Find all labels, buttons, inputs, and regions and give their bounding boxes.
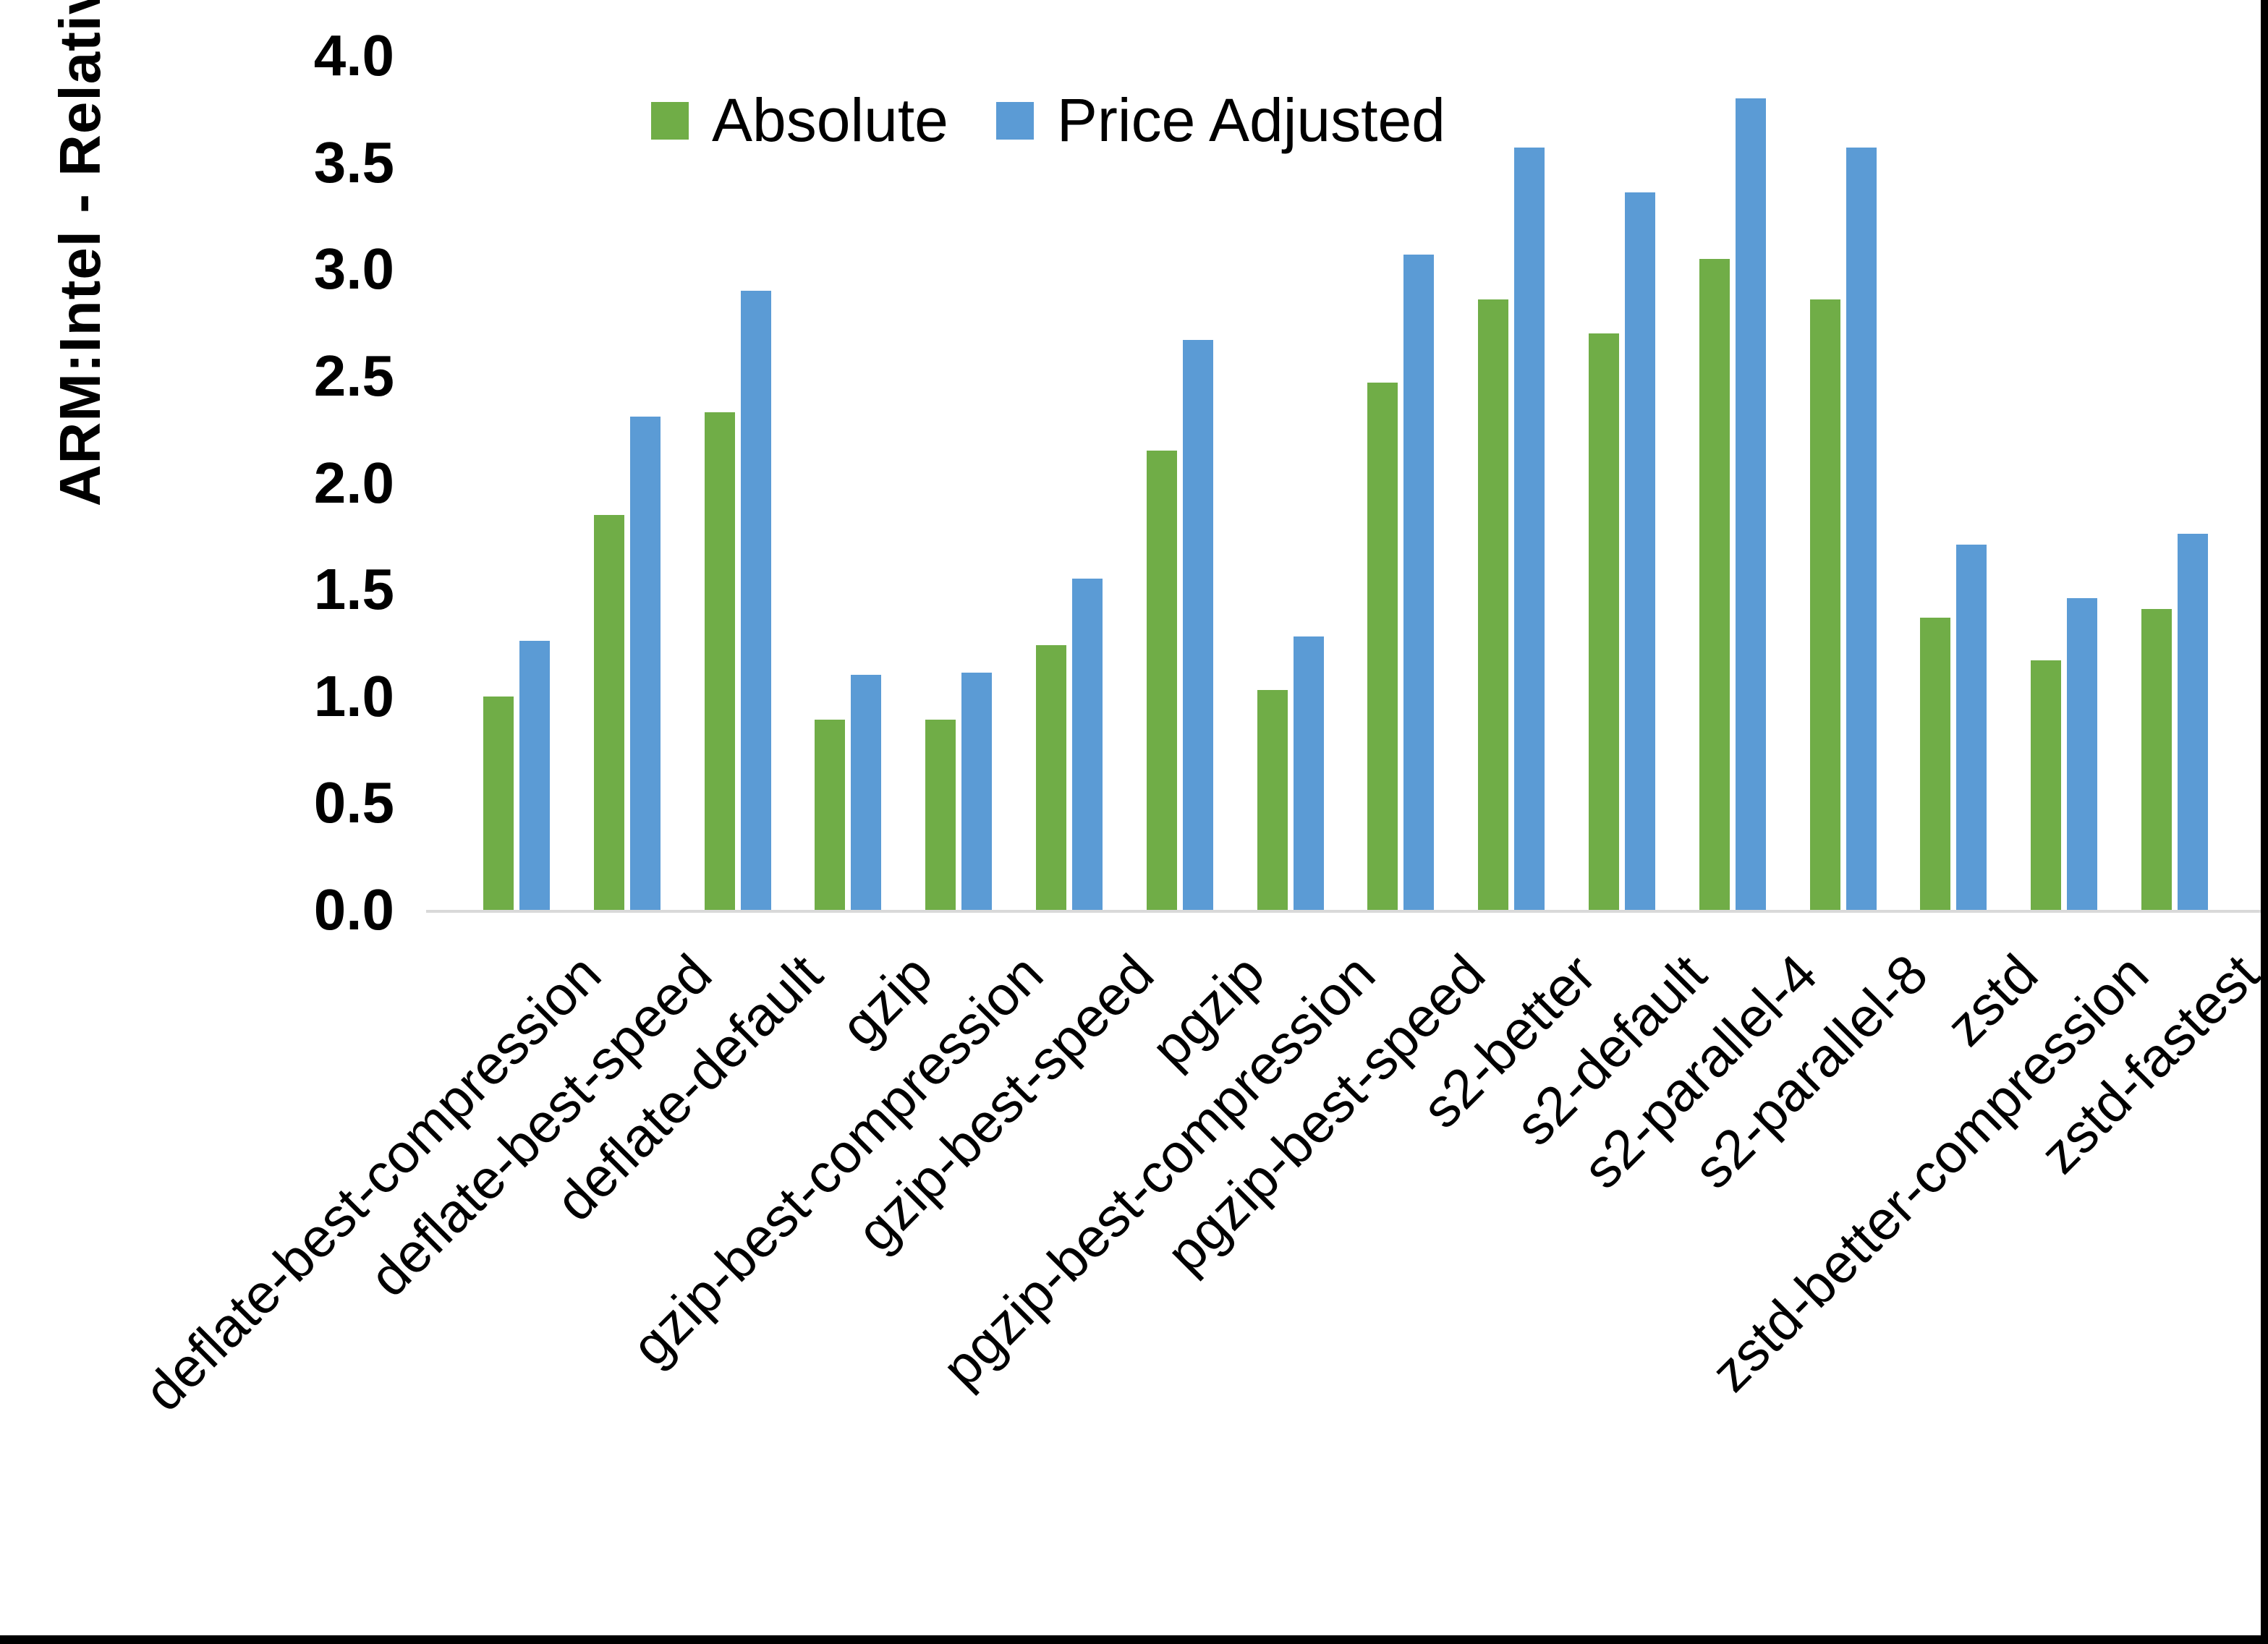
legend-item-price-adjusted: Price Adjusted	[995, 85, 1445, 156]
y-tick-label: 3.0	[313, 237, 394, 302]
bar-price-adjusted-pgzip-best-speed	[1403, 254, 1435, 910]
legend-swatch-price-adjusted	[995, 101, 1034, 140]
bar-absolute-zstd-fastest	[2141, 608, 2172, 910]
bar-absolute-deflate-best-compression	[483, 696, 514, 910]
bar-price-adjusted-deflate-best-compression	[519, 641, 550, 910]
bar-absolute-gzip-best-compression	[925, 720, 956, 910]
bar-price-adjusted-zstd-fastest	[2178, 534, 2208, 910]
bar-price-adjusted-zstd-better-compression	[2067, 597, 2098, 910]
legend-swatch-absolute	[651, 101, 689, 140]
bar-absolute-s2-parallel-8	[1809, 299, 1840, 910]
bar-absolute-gzip	[815, 720, 846, 910]
legend-label-price-adjusted: Price Adjusted	[1056, 86, 1445, 154]
bar-absolute-zstd-better-compression	[2031, 660, 2062, 910]
bar-price-adjusted-s2-parallel-4	[1735, 98, 1766, 910]
bar-absolute-gzip-best-speed	[1036, 644, 1066, 910]
bar-absolute-s2-better	[1478, 299, 1509, 910]
y-tick-label: 1.0	[313, 663, 394, 728]
bar-absolute-pgzip-best-compression	[1257, 689, 1288, 910]
y-tick-label: 0.5	[313, 770, 394, 835]
bar-price-adjusted-deflate-best-speed	[629, 416, 661, 910]
bar-price-adjusted-s2-parallel-8	[1846, 147, 1877, 910]
y-tick-label: 2.0	[313, 450, 394, 515]
bar-price-adjusted-gzip-best-speed	[1072, 579, 1103, 910]
legend-item-absolute: Absolute	[651, 85, 948, 156]
bar-price-adjusted-zstd	[1956, 545, 1987, 910]
bar-absolute-deflate-default	[704, 412, 735, 910]
bar-absolute-pgzip	[1146, 451, 1177, 910]
plot-area	[426, 56, 2261, 913]
y-tick-label: 2.5	[313, 343, 394, 408]
x-axis-line	[426, 910, 2261, 913]
bar-absolute-zstd	[1920, 617, 1951, 910]
y-tick-label: 4.0	[313, 23, 394, 88]
y-tick-label: 3.5	[313, 129, 394, 195]
bar-price-adjusted-pgzip	[1182, 339, 1213, 910]
bar-absolute-s2-parallel-4	[1699, 258, 1730, 910]
legend-label-absolute: Absolute	[712, 86, 948, 154]
legend: Absolute Price Adjusted	[651, 85, 1445, 156]
bar-price-adjusted-gzip	[851, 675, 882, 910]
bar-price-adjusted-s2-default	[1625, 192, 1655, 910]
bar-price-adjusted-deflate-default	[740, 290, 771, 910]
y-tick-label: 0.0	[313, 877, 394, 942]
y-tick-label: 1.5	[313, 557, 394, 622]
bar-absolute-pgzip-best-speed	[1367, 382, 1398, 910]
bar-price-adjusted-gzip-best-compression	[961, 673, 993, 910]
bar-price-adjusted-pgzip-best-compression	[1293, 636, 1324, 910]
bar-absolute-s2-default	[1589, 333, 1619, 910]
bar-absolute-deflate-best-speed	[593, 514, 624, 910]
bar-price-adjusted-s2-better	[1514, 147, 1545, 910]
y-axis-title: ARM:Intel - Relative Performance	[48, 0, 112, 507]
